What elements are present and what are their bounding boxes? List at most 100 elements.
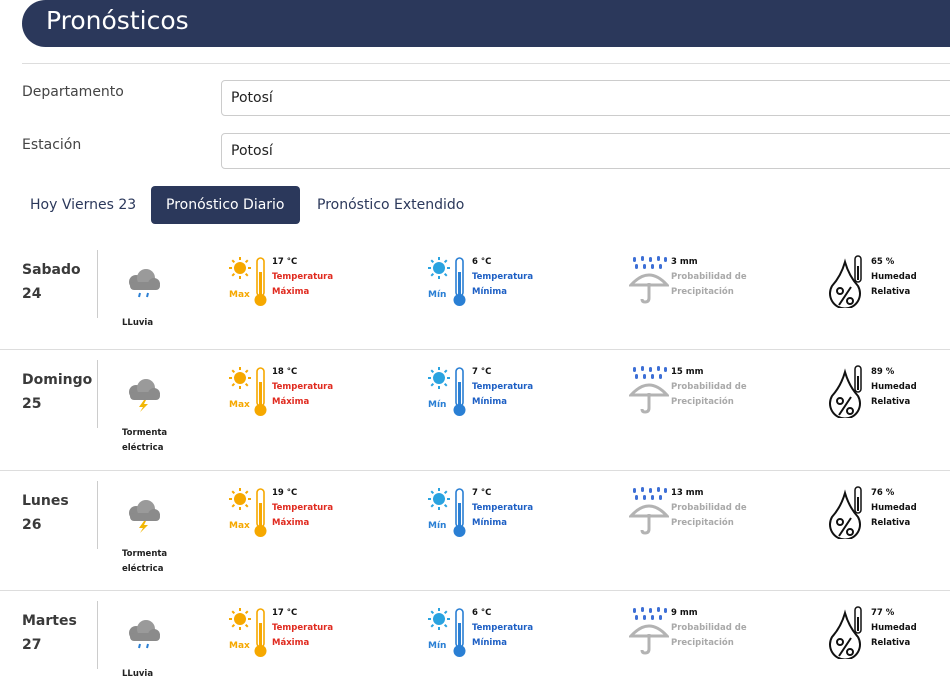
- min-temp-label: Temperatura: [472, 382, 534, 392]
- max-temp-icon-graphic: [229, 488, 267, 537]
- humidity: 77 %: [871, 608, 895, 618]
- humidity-icon: [827, 605, 867, 663]
- min-icon-label: Mín: [428, 290, 447, 300]
- max-temp-icon-graphic: [229, 608, 267, 657]
- precip-icon-graphic: [627, 256, 671, 304]
- max-temp-label: Máxima: [272, 287, 310, 297]
- precip-icon: [627, 484, 671, 540]
- day-date: 26: [22, 517, 42, 533]
- min-temp-icon: [427, 487, 471, 543]
- precip-label: Probabilidad de: [671, 382, 747, 392]
- day-divider: [97, 601, 98, 669]
- max-temp-label: Máxima: [272, 518, 310, 528]
- precipitation: 15 mm: [671, 367, 704, 377]
- min-temp-label: Mínima: [472, 638, 507, 648]
- weather-icon-graphic: [129, 269, 160, 298]
- tab[interactable]: Pronóstico Extendido: [317, 197, 465, 213]
- day-date: 27: [22, 637, 42, 653]
- row-divider: [0, 470, 950, 471]
- tab-active[interactable]: Pronóstico Diario: [151, 186, 300, 224]
- humidity-icon-graphic: [829, 606, 862, 661]
- precip-label: Precipitación: [671, 638, 734, 648]
- forecast-row: Lunes 26 Tormenta eléctrica Max 19 °C Tempera…: [0, 470, 950, 591]
- min-icon-label: Mín: [428, 521, 447, 531]
- max-icon-label: Max: [229, 290, 250, 300]
- precip-label: Probabilidad de: [671, 623, 747, 633]
- min-temp-icon: [427, 366, 471, 422]
- humidity-label: Relativa: [871, 287, 911, 297]
- condition: Tormenta eléctrica: [122, 549, 168, 574]
- humidity-icon-graphic: [829, 486, 862, 541]
- max-temp-icon-graphic: [229, 257, 267, 306]
- precip-label: Probabilidad de: [671, 503, 747, 513]
- max-temp-icon: [228, 256, 272, 312]
- precip-label: Precipitación: [671, 287, 734, 297]
- weather-icon: [122, 497, 164, 537]
- humidity-icon: [827, 364, 867, 422]
- filter-select[interactable]: Potosí: [221, 133, 950, 169]
- max-temp: 19 °C: [272, 488, 298, 498]
- max-temp-icon-graphic: [229, 367, 267, 416]
- min-temp-icon: [427, 607, 471, 663]
- weather-icon: [122, 266, 164, 306]
- max-temp-label: Temperatura: [272, 503, 334, 513]
- humidity-label: Relativa: [871, 518, 911, 528]
- header-title: Pronósticos: [46, 6, 189, 35]
- weather-icon-graphic: [129, 620, 160, 649]
- humidity-label: Humedad: [871, 623, 917, 633]
- day-date: 25: [22, 396, 42, 412]
- condition: LLuvia: [122, 318, 154, 328]
- humidity-label: Humedad: [871, 382, 917, 392]
- min-temp-label: Mínima: [472, 287, 507, 297]
- min-temp-icon: [427, 256, 471, 312]
- day-name: Lunes: [22, 493, 69, 509]
- min-temp-icon-graphic: [428, 367, 466, 416]
- divider: [22, 63, 950, 64]
- precip-icon: [627, 604, 671, 660]
- min-icon-label: Mín: [428, 641, 447, 651]
- weather-icon: [122, 617, 164, 657]
- precip-label: Probabilidad de: [671, 272, 747, 282]
- min-temp-label: Temperatura: [472, 503, 534, 513]
- humidity-label: Humedad: [871, 503, 917, 513]
- min-temp-icon-graphic: [428, 608, 466, 657]
- precip-icon-graphic: [627, 366, 671, 414]
- min-temp-label: Mínima: [472, 397, 507, 407]
- filter-label: Estación: [22, 137, 82, 153]
- humidity-label: Relativa: [871, 638, 911, 648]
- humidity: 76 %: [871, 488, 895, 498]
- max-temp-label: Máxima: [272, 397, 310, 407]
- humidity: 65 %: [871, 257, 895, 267]
- forecast-row: Sabado 24 LLuvia Max 17 °C Temperatura Máxima M…: [0, 250, 950, 360]
- humidity-icon-graphic: [829, 365, 862, 420]
- min-temp-icon-graphic: [428, 488, 466, 537]
- filter-select[interactable]: Potosí: [221, 80, 950, 116]
- humidity: 89 %: [871, 367, 895, 377]
- day-name: Domingo: [22, 372, 93, 388]
- humidity-icon: [827, 485, 867, 543]
- day-name: Martes: [22, 613, 77, 629]
- row-divider: [0, 590, 950, 591]
- day-divider: [97, 481, 98, 549]
- day-name: Sabado: [22, 262, 81, 278]
- humidity-label: Humedad: [871, 272, 917, 282]
- humidity-icon-graphic: [829, 255, 862, 310]
- precipitation: 13 mm: [671, 488, 704, 498]
- forecast-row: Domingo 25 Tormenta eléctrica Max 18 °C Tempe…: [0, 349, 950, 470]
- row-divider: [0, 349, 950, 350]
- max-temp-label: Temperatura: [272, 623, 334, 633]
- weather-icon-graphic: [129, 379, 160, 412]
- max-icon-label: Max: [229, 521, 250, 531]
- min-temp: 7 °C: [472, 488, 492, 498]
- max-temp-label: Temperatura: [272, 272, 334, 282]
- condition: Tormenta eléctrica: [122, 428, 168, 453]
- tab[interactable]: Hoy Viernes 23: [30, 197, 137, 213]
- day-date: 24: [22, 286, 42, 302]
- max-temp: 18 °C: [272, 367, 298, 377]
- humidity-icon: [827, 254, 867, 312]
- max-icon-label: Max: [229, 400, 250, 410]
- max-temp-icon: [228, 607, 272, 663]
- precipitation: 9 mm: [671, 608, 698, 618]
